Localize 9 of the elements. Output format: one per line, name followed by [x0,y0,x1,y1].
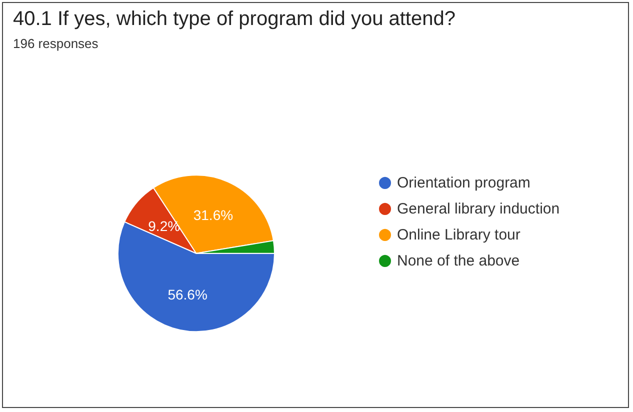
data-label: 31.6% [193,206,234,223]
legend-label: Orientation program [397,174,530,192]
legend-label: None of the above [397,252,520,270]
data-label: 56.6% [168,286,208,303]
chart-title: 40.1 If yes, which type of program did you attend? [13,8,456,30]
legend-label: Online Library tour [397,226,520,244]
data-label: 9.2% [148,218,180,234]
legend-label: General library induction [397,200,560,218]
chart-subtitle: 196 responses [13,36,99,51]
